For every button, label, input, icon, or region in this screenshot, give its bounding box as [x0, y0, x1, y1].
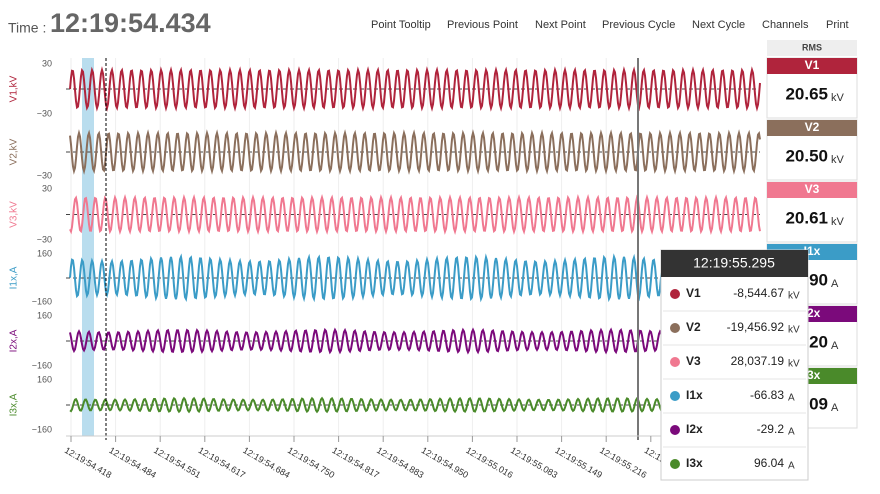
x-tick-label: 12:19:54.684 — [241, 445, 292, 480]
toolbar-button[interactable]: Next Point — [535, 19, 586, 31]
x-tick-label: 12:19:54.817 — [330, 445, 381, 480]
waveform — [69, 194, 761, 235]
tooltip-unit: A — [788, 427, 795, 438]
y-tick-label: 160 — [37, 310, 52, 320]
x-tick-label: 12:19:54.418 — [63, 445, 114, 480]
x-tick-label: 12:19:54.883 — [375, 445, 426, 480]
rms-unit: A — [831, 278, 839, 290]
rms-card-header — [767, 120, 857, 136]
y-tick-label: −30 — [37, 170, 52, 180]
rms-value: 09 — [809, 394, 828, 413]
rms-card-header — [767, 58, 857, 74]
legend-dot — [670, 323, 680, 333]
x-tick-label: 12:19:55.083 — [509, 445, 560, 480]
y-tick-label: 160 — [37, 248, 52, 258]
toolbar-button[interactable]: Point Tooltip — [371, 19, 431, 31]
legend-dot — [670, 459, 680, 469]
tooltip-value: -66.83 — [750, 388, 784, 402]
tooltip-name: I2x — [686, 422, 703, 436]
x-tick-label: 12:19:54.617 — [197, 445, 248, 480]
toolbar-button[interactable]: Next Cycle — [692, 19, 745, 31]
x-tick-label: 12:19:54.750 — [286, 445, 337, 480]
rms-value: 20.50 — [785, 146, 828, 165]
legend-dot — [670, 425, 680, 435]
y-tick-label: −160 — [32, 296, 52, 306]
rms-header-bg — [767, 40, 857, 56]
tooltip-value: 96.04 — [754, 456, 784, 470]
x-tick-label: 12:19:55.149 — [553, 445, 604, 480]
tooltip-name: V2 — [686, 320, 701, 334]
waveform — [69, 327, 761, 355]
rms-name: V2 — [805, 120, 820, 134]
channel-label: I3x,A — [9, 393, 20, 416]
channel-label: I1x,A — [9, 266, 20, 289]
rms-unit: A — [831, 402, 839, 414]
legend-dot — [670, 391, 680, 401]
tooltip-value: -19,456.92 — [727, 320, 785, 334]
x-tick-label: 12:19:55.216 — [598, 445, 649, 480]
toolbar-button[interactable]: Print — [826, 19, 849, 31]
rms-unit: kV — [831, 216, 845, 228]
waveform — [69, 66, 761, 112]
rms-card-header — [767, 182, 857, 198]
rms-value: 20 — [809, 332, 828, 351]
x-tick-label: 12:19:54.950 — [420, 445, 471, 480]
channel-label: V3,kV — [9, 201, 20, 228]
tooltip-unit: A — [788, 461, 795, 472]
rms-name: V1 — [805, 58, 820, 72]
y-tick-label: 160 — [37, 374, 52, 384]
legend-dot — [670, 357, 680, 367]
legend-dot — [670, 289, 680, 299]
toolbar-button[interactable]: Previous Cycle — [602, 19, 675, 31]
x-tick-label: 12:19:54.551 — [152, 445, 203, 480]
rms-unit: kV — [831, 92, 845, 104]
tooltip-name: V3 — [686, 354, 701, 368]
time-value: 12:19:54.434 — [50, 8, 211, 38]
x-tick-label: 12:19:55.016 — [464, 445, 515, 480]
tooltip-unit: A — [788, 393, 795, 404]
highlight-band — [82, 58, 94, 436]
y-tick-label: 30 — [42, 58, 52, 68]
toolbar-button[interactable]: Previous Point — [447, 19, 518, 31]
tooltip-value: -29.2 — [757, 422, 785, 436]
rms-value: 90 — [809, 270, 828, 289]
rms-value: 20.65 — [785, 84, 828, 103]
y-tick-label: −160 — [32, 360, 52, 370]
tooltip-value: 28,037.19 — [731, 354, 785, 368]
rms-unit: kV — [831, 154, 845, 166]
channel-label: V2,kV — [9, 138, 20, 165]
tooltip-name: I3x — [686, 456, 703, 470]
tooltip-value: -8,544.67 — [733, 286, 784, 300]
toolbar-button[interactable]: Channels — [762, 19, 809, 31]
tooltip-name: I1x — [686, 388, 703, 402]
rms-unit: A — [831, 340, 839, 352]
tooltip-header — [661, 250, 808, 277]
time-label: Time : — [8, 20, 46, 36]
rms-value: 20.61 — [785, 208, 828, 227]
tooltip — [660, 249, 809, 481]
tooltip-unit: kV — [788, 291, 800, 302]
y-tick-label: −160 — [32, 424, 52, 434]
channel-label: I2x,A — [9, 329, 20, 352]
tooltip-time: 12:19:55.295 — [693, 255, 775, 271]
tooltip-unit: kV — [788, 359, 800, 370]
tooltip-name: V1 — [686, 286, 701, 300]
y-tick-label: −30 — [37, 108, 52, 118]
x-tick-label: 12:19:54.484 — [107, 445, 158, 480]
y-tick-label: 30 — [42, 183, 52, 193]
y-tick-label: −30 — [37, 234, 52, 244]
waveform — [69, 253, 761, 303]
channel-label: V1,kV — [9, 75, 20, 102]
waveform — [69, 396, 761, 414]
rms-name: V3 — [805, 182, 820, 196]
rms-title: RMS — [802, 42, 822, 52]
tooltip-unit: kV — [788, 325, 800, 336]
waveform — [69, 129, 761, 175]
